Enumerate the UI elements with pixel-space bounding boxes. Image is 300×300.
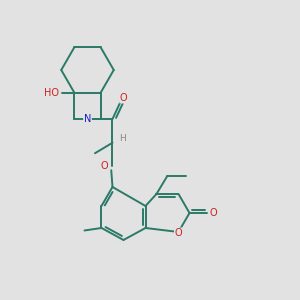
Text: H: H bbox=[120, 134, 126, 143]
Text: O: O bbox=[209, 208, 217, 218]
Text: N: N bbox=[84, 114, 91, 124]
Text: O: O bbox=[101, 161, 108, 172]
Text: HO: HO bbox=[44, 88, 59, 98]
Text: O: O bbox=[120, 93, 127, 103]
Text: O: O bbox=[175, 228, 182, 238]
